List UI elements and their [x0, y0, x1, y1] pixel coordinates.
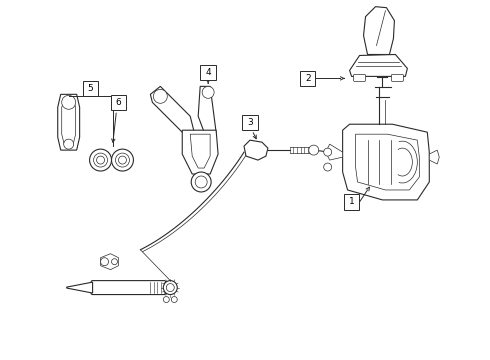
FancyBboxPatch shape: [344, 194, 359, 210]
Circle shape: [172, 297, 177, 302]
Circle shape: [97, 156, 104, 164]
FancyBboxPatch shape: [392, 75, 403, 81]
FancyBboxPatch shape: [83, 81, 98, 96]
Circle shape: [119, 156, 126, 164]
Polygon shape: [62, 98, 75, 146]
Circle shape: [112, 259, 118, 265]
Circle shape: [309, 145, 318, 155]
Circle shape: [163, 297, 169, 302]
Circle shape: [116, 153, 129, 167]
Polygon shape: [244, 140, 268, 160]
Text: 4: 4: [205, 68, 211, 77]
Circle shape: [202, 86, 214, 98]
Polygon shape: [190, 134, 210, 168]
Circle shape: [166, 284, 174, 292]
Polygon shape: [343, 124, 429, 200]
Text: 6: 6: [116, 98, 122, 107]
FancyBboxPatch shape: [200, 65, 216, 80]
Polygon shape: [364, 7, 394, 54]
Polygon shape: [58, 94, 80, 150]
FancyBboxPatch shape: [242, 114, 258, 130]
Polygon shape: [198, 86, 216, 132]
Polygon shape: [356, 134, 419, 190]
Circle shape: [90, 149, 112, 171]
Circle shape: [324, 148, 332, 156]
Polygon shape: [429, 150, 439, 164]
Circle shape: [153, 89, 167, 103]
Polygon shape: [326, 144, 343, 160]
Text: 5: 5: [88, 84, 94, 93]
Circle shape: [100, 258, 108, 266]
Circle shape: [195, 176, 207, 188]
FancyBboxPatch shape: [111, 95, 126, 110]
Text: 2: 2: [305, 74, 311, 83]
Circle shape: [112, 149, 133, 171]
FancyBboxPatch shape: [354, 75, 366, 81]
Circle shape: [324, 163, 332, 171]
FancyBboxPatch shape: [300, 71, 316, 86]
Text: 3: 3: [247, 118, 253, 127]
Circle shape: [191, 172, 211, 192]
Polygon shape: [182, 130, 218, 174]
Polygon shape: [100, 254, 119, 270]
Circle shape: [94, 153, 107, 167]
Circle shape: [163, 280, 177, 294]
Circle shape: [64, 139, 74, 149]
Polygon shape: [349, 54, 407, 76]
Text: 1: 1: [349, 197, 354, 206]
Circle shape: [62, 95, 75, 109]
Polygon shape: [67, 282, 93, 293]
FancyBboxPatch shape: [91, 280, 166, 294]
Polygon shape: [150, 86, 194, 132]
